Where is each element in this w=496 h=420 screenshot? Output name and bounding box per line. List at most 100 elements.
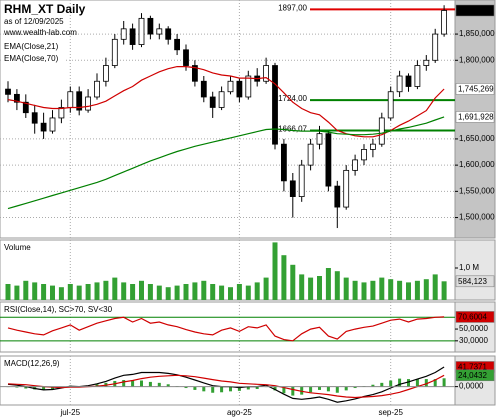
legend-background — [2, 41, 64, 52]
histogram-bar — [246, 386, 250, 390]
panel-title: MACD(12,26,9) — [4, 359, 60, 368]
volume-bar — [352, 280, 358, 300]
histogram-bar — [389, 380, 393, 387]
candle-body — [58, 107, 65, 119]
panel-title: Volume — [4, 243, 31, 252]
y-tick-label: 1,0 M — [459, 263, 479, 272]
candle-body — [22, 101, 29, 114]
y-tick-label: 1,500,000 — [459, 213, 495, 222]
candle-body — [227, 80, 234, 93]
histogram-bar — [237, 386, 241, 391]
histogram-bar — [42, 386, 46, 390]
volume-bar — [58, 287, 64, 300]
volume-bar — [228, 287, 233, 300]
histogram-bar — [157, 382, 161, 387]
y-tick-label: 50,0000 — [459, 324, 488, 333]
candle-body — [191, 65, 198, 82]
candle-body — [334, 185, 341, 208]
price-tag — [455, 311, 495, 323]
volume-bar — [236, 284, 242, 300]
series-line — [7, 316, 445, 342]
legend-entry: EMA(Close,21) — [4, 42, 59, 51]
histogram-bar — [202, 386, 206, 392]
candle-body — [103, 65, 109, 82]
chart-source: www.wealth-lab.com — [3, 28, 77, 37]
candle-body — [272, 65, 278, 145]
histogram-bar — [335, 386, 339, 393]
histogram-bar — [291, 386, 295, 396]
axis-background — [454, 239, 496, 301]
volume-bar — [201, 280, 207, 300]
candle-body — [414, 65, 421, 87]
price-tag-label: 70,6004 — [458, 313, 487, 322]
candle-body — [138, 17, 145, 45]
histogram-bar — [166, 384, 170, 387]
histogram-bar — [398, 378, 402, 387]
candle-body — [111, 38, 118, 66]
histogram-bar — [309, 386, 313, 393]
volume-bar — [32, 282, 38, 300]
volume-bar — [263, 277, 269, 300]
histogram-bar — [407, 379, 410, 387]
candle-body — [165, 28, 172, 40]
volume-bar — [334, 271, 340, 300]
histogram-bar — [255, 386, 259, 389]
y-tick-label: 0,0000 — [459, 382, 484, 391]
y-tick-label: 1,850,000 — [459, 29, 495, 38]
candle-body — [13, 93, 20, 103]
histogram-bar — [193, 386, 197, 390]
price-tag — [455, 83, 495, 95]
candle-body — [245, 75, 252, 98]
candle-body — [396, 75, 403, 93]
volume-bar — [361, 282, 367, 300]
candle-body — [76, 91, 83, 111]
y-tick-label: 1,800,000 — [459, 55, 495, 64]
histogram-bar — [24, 386, 28, 389]
price-tag — [455, 4, 495, 17]
x-tick-label: jul-25 — [60, 408, 81, 417]
price-tag-label: 24,0432 — [458, 371, 487, 380]
histogram-bar — [326, 386, 330, 392]
histogram-bar — [318, 386, 321, 390]
candle-body — [183, 49, 189, 66]
candle-body — [147, 17, 154, 35]
histogram-bar — [220, 386, 224, 393]
level-label: 1666,07 — [278, 125, 307, 134]
histogram-bar — [51, 386, 54, 389]
candle-body — [432, 33, 439, 61]
series-line — [7, 66, 445, 138]
candle-body — [67, 91, 74, 108]
volume-bar — [103, 280, 109, 300]
histogram-bar — [131, 380, 135, 387]
panel-background — [0, 239, 456, 301]
chart-subtitle: as of 12/09/2025 — [4, 17, 64, 26]
volume-bar — [299, 274, 305, 300]
candle-body — [200, 80, 207, 98]
legend-entry: EMA(Close,70) — [4, 54, 59, 63]
candle-body — [31, 112, 38, 124]
candle-body — [218, 91, 225, 108]
volume-bar — [67, 284, 73, 300]
volume-bar — [219, 285, 225, 300]
histogram-bar — [184, 386, 188, 389]
candle-body — [387, 91, 394, 119]
volume-bar — [50, 285, 55, 300]
candle-body — [361, 149, 367, 161]
volume-bar — [423, 279, 429, 300]
legend-background — [2, 53, 64, 64]
histogram-bar — [229, 386, 232, 392]
histogram-bar — [344, 386, 348, 391]
candle-body — [280, 143, 287, 182]
volume-bar — [379, 277, 385, 300]
volume-bar — [5, 284, 11, 300]
histogram-bar — [148, 381, 152, 387]
volume-bar — [112, 277, 118, 300]
volume-bar — [406, 282, 411, 300]
volume-bar — [388, 279, 394, 300]
volume-bar — [41, 284, 47, 300]
series-line — [7, 116, 445, 210]
chart-title: RHM_XT Daily — [4, 2, 86, 16]
histogram-bar — [282, 386, 286, 394]
y-tick-label: 1,600,000 — [459, 160, 495, 169]
